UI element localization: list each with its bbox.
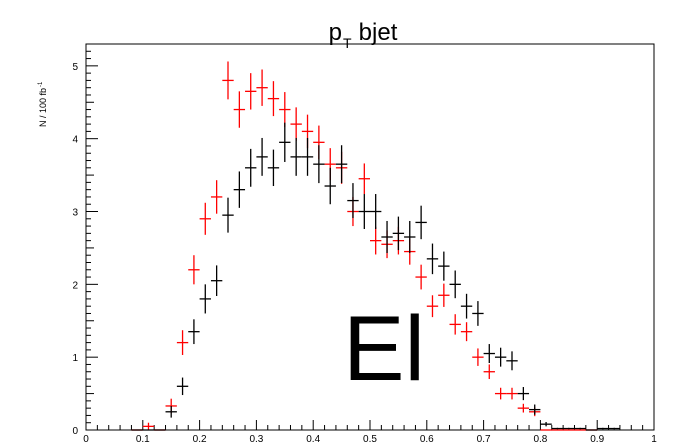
x-tick-label: 0.4 [306,434,320,442]
data-point [472,301,484,326]
data-point [313,145,325,184]
data-point [199,284,211,314]
data-point [358,194,370,229]
data-point [540,421,552,427]
data-point [176,330,189,355]
data-point [358,163,370,195]
x-tick-label: 0.7 [477,434,491,442]
data-point [472,348,484,366]
y-axis-label-group: N / 100 fb -1 [38,81,48,127]
x-axis: 0 0.1 0.2 0.3 0.4 0.5 0.6 0.7 0.8 0.9 1 [83,420,657,442]
data-point [483,364,495,380]
data-point [188,255,200,285]
data-point [142,422,155,430]
data-point [279,122,291,162]
data-point [381,220,393,254]
y-axis-label: N / 100 fb [38,88,48,127]
chart-title-main: p [329,19,342,46]
data-point [449,314,461,335]
data-point [506,351,518,371]
data-point [324,167,336,205]
data-point [529,404,541,415]
data-point [245,73,257,110]
data-point [449,270,461,299]
data-point [233,91,246,128]
data-point [210,265,223,296]
data-point [438,283,450,307]
data-point [245,148,257,187]
chart-title-rest: bjet [352,19,398,46]
data-point [483,344,495,363]
data-point [415,205,427,240]
data-point [426,295,439,318]
x-tick-label: 0.1 [136,434,150,442]
data-point [494,387,507,400]
data-point [506,387,518,400]
data-point [574,427,586,430]
y-tick-label: 2 [72,280,78,291]
data-point [415,264,427,290]
chart-title-subscript: T [343,35,352,51]
y-tick-label: 0 [72,426,78,437]
data-point [460,322,473,342]
x-tick-label: 0.5 [363,434,377,442]
x-tick-label: 0.3 [249,434,263,442]
chart-annotation: El [343,298,425,400]
data-point [301,137,314,176]
x-tick-label: 1 [651,434,657,442]
data-point [404,220,416,254]
data-point [517,403,530,413]
y-tick-label: 1 [72,353,78,364]
data-point [188,319,200,345]
data-point [517,387,530,401]
x-tick-label: 0.2 [193,434,207,442]
data-point [608,427,620,430]
x-tick-label: 0.8 [533,434,547,442]
x-tick-label: 0 [83,434,89,442]
x-tick-label: 0.6 [420,434,434,442]
data-point [392,216,405,251]
data-point [233,171,246,208]
data-point [438,251,450,281]
data-point [335,145,348,184]
data-point [256,137,268,176]
data-point [597,427,609,430]
data-point [290,107,302,141]
y-axis-label-superscript: -1 [38,81,44,87]
data-point [460,293,473,319]
data-point [551,427,564,430]
data-point [370,194,382,229]
x-tick-label: 0.9 [590,434,604,442]
data-point [210,180,223,214]
data-point [290,137,302,176]
data-point [176,377,189,396]
chart-title: p T bjet [329,19,398,51]
data-point [563,427,575,430]
data-point [267,149,280,187]
data-point [426,243,439,275]
y-axis: 0 1 2 3 4 5 [72,43,98,437]
data-point [165,405,177,418]
data-point [494,347,507,367]
data-point [279,92,291,128]
data-series [131,61,620,431]
y-tick-label: 4 [72,135,78,146]
data-point [222,197,234,233]
data-point [347,183,359,219]
data-point [370,226,382,255]
series-2 [131,122,620,431]
data-point [222,61,234,100]
y-tick-label: 5 [72,62,78,73]
data-point [199,202,211,235]
y-tick-label: 3 [72,208,78,219]
data-point [256,69,268,106]
data-point [267,81,280,117]
